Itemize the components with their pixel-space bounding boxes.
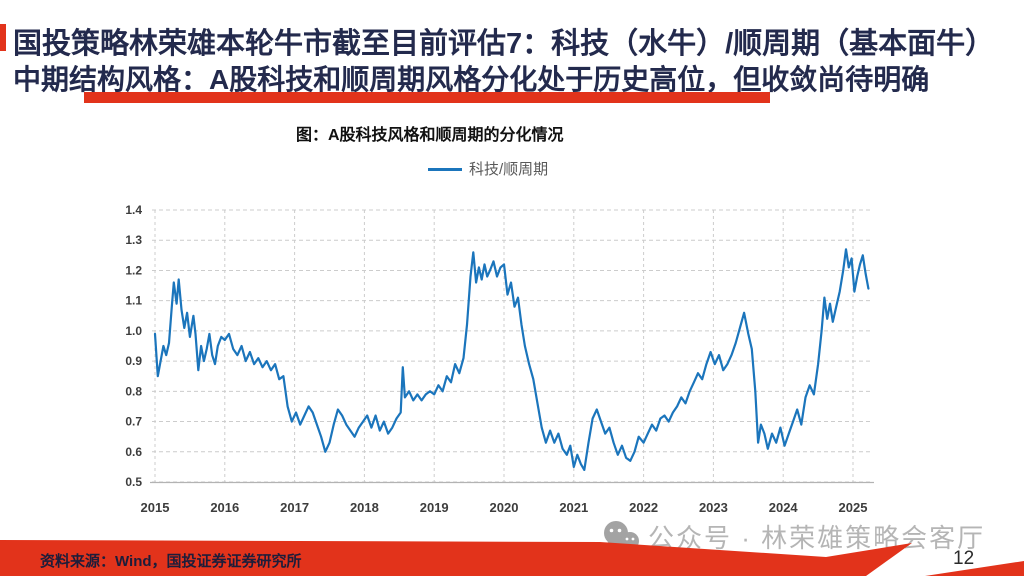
x-tick-label: 2024 [769,500,799,515]
y-tick-label: 0.8 [125,384,142,398]
page-subtitle: 中期结构风格：A股科技和顺周期风格分化处于历史高位，但收敛尚待明确 [13,64,930,95]
watermark-text: 公众号 · 林荣雄策略会客厅 [648,523,986,553]
y-tick-label: 0.7 [125,415,142,429]
x-tick-label: 2018 [350,500,379,515]
page-title: 国投策略林荣雄本轮牛市截至目前评估7：科技（水牛）/顺周期（基本面牛） [13,28,995,60]
chart-title: 图：A股科技风格和顺周期的分化情况 [296,127,564,144]
page-number: 12 [953,548,975,569]
x-tick-label: 2016 [210,500,239,515]
x-tick-label: 2022 [629,500,658,515]
title-accent-bar [0,24,6,51]
source-note: 资料来源：Wind，国投证券证券研究所 [40,553,302,570]
x-tick-label: 2020 [490,500,519,515]
series-line [153,248,870,471]
legend-label: 科技/顺周期 [469,161,549,178]
x-tick-label: 2025 [839,500,868,515]
legend-line-sample [428,168,462,171]
y-tick-label: 0.5 [125,475,142,489]
x-tick-label: 2017 [280,500,309,515]
x-tick-label: 2019 [420,500,449,515]
y-tick-label: 1.1 [125,294,142,308]
wechat-icon [604,520,639,552]
y-tick-label: 1.3 [125,233,142,247]
y-tick-label: 0.9 [125,354,142,368]
x-tick-label: 2021 [559,500,588,515]
y-tick-label: 0.6 [125,445,142,459]
y-tick-label: 1.4 [125,203,142,217]
chart-legend: 科技/顺周期 [428,158,548,179]
x-tick-label: 2023 [699,500,728,515]
watermark: 公众号 · 林荣雄策略会客厅 [600,518,985,555]
title-underline-bar [84,92,770,103]
y-tick-label: 1.2 [125,263,142,277]
y-tick-label: 1.0 [125,324,142,338]
x-tick-label: 2015 [141,500,170,515]
